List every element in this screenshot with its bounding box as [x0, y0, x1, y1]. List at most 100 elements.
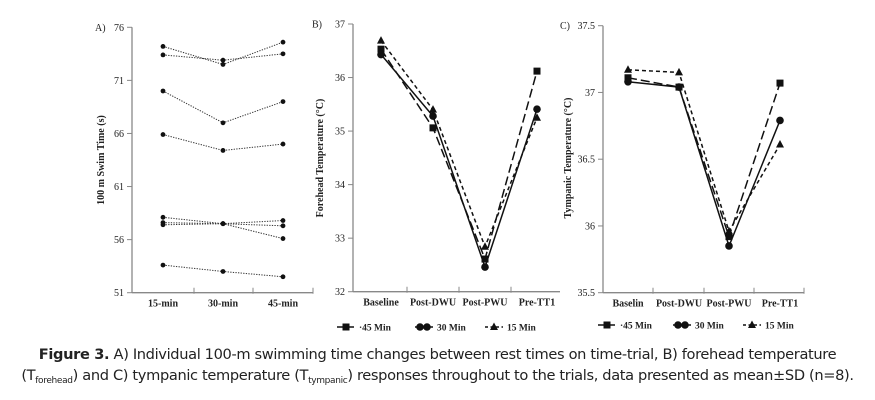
dot-marker — [160, 132, 166, 137]
square-marker — [377, 45, 385, 53]
circle-marker — [725, 242, 733, 250]
dot-marker — [280, 99, 286, 105]
circle-marker — [533, 105, 541, 113]
circle-marker — [423, 323, 431, 331]
caption-text-1: A) Individual 100-m swimming time change… — [109, 346, 837, 363]
y-axis-title: 100 m Swim Time (s) — [96, 115, 107, 205]
triangle-marker — [748, 320, 756, 328]
y-tick-label: 33 — [335, 234, 345, 245]
dot-marker — [280, 223, 286, 229]
legend: ·45 Min 30 Min 15 Min — [337, 322, 536, 334]
caption-text-2b: ) and C) tympanic temperature (T — [72, 367, 309, 384]
triangle-marker — [675, 67, 683, 76]
series-line — [627, 69, 781, 234]
square-marker — [776, 79, 784, 87]
panel-label: B) — [312, 20, 322, 31]
square-marker — [725, 233, 733, 241]
series-swimmer-8 — [160, 262, 286, 280]
dot-marker — [280, 218, 286, 223]
x-tick-label: Baseline — [363, 298, 399, 309]
legend-label: 30 Min — [695, 322, 724, 332]
triangle-marker — [533, 113, 541, 121]
circle-marker — [624, 77, 632, 86]
legend-label: ·45 Min — [359, 324, 392, 334]
series-15-min — [624, 65, 784, 235]
circle-marker — [675, 83, 683, 91]
series-line — [627, 77, 781, 240]
dot-marker — [160, 88, 166, 94]
circle-marker — [377, 50, 385, 59]
y-tick-label: 35 — [335, 127, 345, 138]
triangle-marker — [377, 36, 385, 44]
dot-marker — [280, 39, 286, 45]
square-marker — [481, 255, 489, 263]
series-swimmer-1 — [160, 39, 286, 67]
series-45-min — [624, 74, 784, 241]
circle-marker — [481, 263, 489, 271]
dot-marker — [160, 44, 166, 49]
dot-marker — [220, 269, 226, 274]
chart-panel-b: 32 33 34 35 36 37 Baseline Post-DWU Post-PWU Pre-… — [312, 20, 560, 334]
dot-marker — [220, 57, 226, 63]
y-tick-label: 71 — [114, 76, 124, 87]
y-tick-label: 37 — [335, 20, 345, 31]
triangle-marker — [481, 242, 489, 250]
dot-marker — [220, 62, 226, 67]
x-tick-label: Post-PWU — [463, 298, 508, 309]
x-tick-label: Post-DWU — [410, 298, 456, 309]
dot-marker — [160, 52, 166, 58]
caption-text-2c: ) responses throughout to the trials, da… — [347, 367, 854, 384]
square-marker — [342, 323, 350, 331]
y-tick-label: 36 — [335, 73, 345, 84]
dot-marker — [280, 274, 286, 280]
dot-marker — [220, 120, 226, 126]
chart-panel-a: 51 56 61 66 71 76 15-min 30-min 45-min A) 100 m Sw… — [95, 23, 314, 310]
y-tick-label: 61 — [114, 182, 124, 193]
legend-label: ·45 Min — [620, 322, 653, 332]
triangle-marker — [624, 65, 632, 73]
circle-marker — [681, 321, 689, 329]
x-tick-label: Pre-TT1 — [762, 299, 798, 310]
y-tick-label: 56 — [114, 235, 124, 246]
x-tick-label: Post-PWU — [707, 299, 752, 310]
y-tick-label: 37 — [585, 88, 595, 99]
x-tick-label: 15-min — [148, 299, 178, 310]
caption-line-1: Figure 3. A) Individual 100-m swimming t… — [0, 344, 875, 365]
y-tick-label: 35.5 — [578, 288, 596, 299]
x-tick-label: 30-min — [208, 299, 238, 310]
y-tick-label: 66 — [114, 129, 124, 140]
square-marker — [533, 67, 541, 75]
series-swimmer-4 — [160, 132, 286, 153]
dot-marker — [220, 148, 226, 153]
series-line — [380, 54, 538, 270]
circle-marker — [776, 116, 784, 125]
y-tick-label: 32 — [335, 287, 345, 298]
series-swimmer-3 — [160, 88, 286, 126]
y-tick-label: 34 — [335, 180, 345, 191]
series-line — [380, 40, 538, 249]
circle-marker — [674, 321, 682, 329]
dot-marker — [160, 222, 166, 228]
dot-marker — [160, 214, 166, 220]
y-axis-title: Tympanic Temperature (°C) — [563, 98, 574, 219]
series-15-min — [377, 36, 541, 250]
y-tick-label: 36 — [585, 221, 595, 232]
legend-label: 15 Min — [765, 322, 794, 332]
square-marker — [603, 321, 611, 329]
y-tick-label: 36.5 — [578, 155, 596, 166]
dot-marker — [280, 236, 286, 241]
triangle-marker — [429, 105, 437, 113]
series-30-min — [377, 50, 541, 271]
y-tick-label: 51 — [114, 288, 124, 299]
figure: 51 56 61 66 71 76 15-min 30-min 45-min A) 100 m Sw… — [95, 20, 805, 334]
x-tick-label: Baselin — [612, 299, 644, 310]
legend-label: 15 Min — [507, 324, 536, 334]
dot-marker — [160, 262, 166, 268]
caption-line-2: (Tforehead) and C) tympanic temperature … — [0, 365, 875, 386]
dot-marker — [220, 221, 226, 227]
series-line — [380, 48, 538, 262]
circle-marker — [416, 323, 424, 331]
x-tick-label: Pre-TT1 — [519, 298, 555, 309]
caption-text-2a: (T — [21, 367, 36, 384]
triangle-marker — [776, 140, 784, 148]
